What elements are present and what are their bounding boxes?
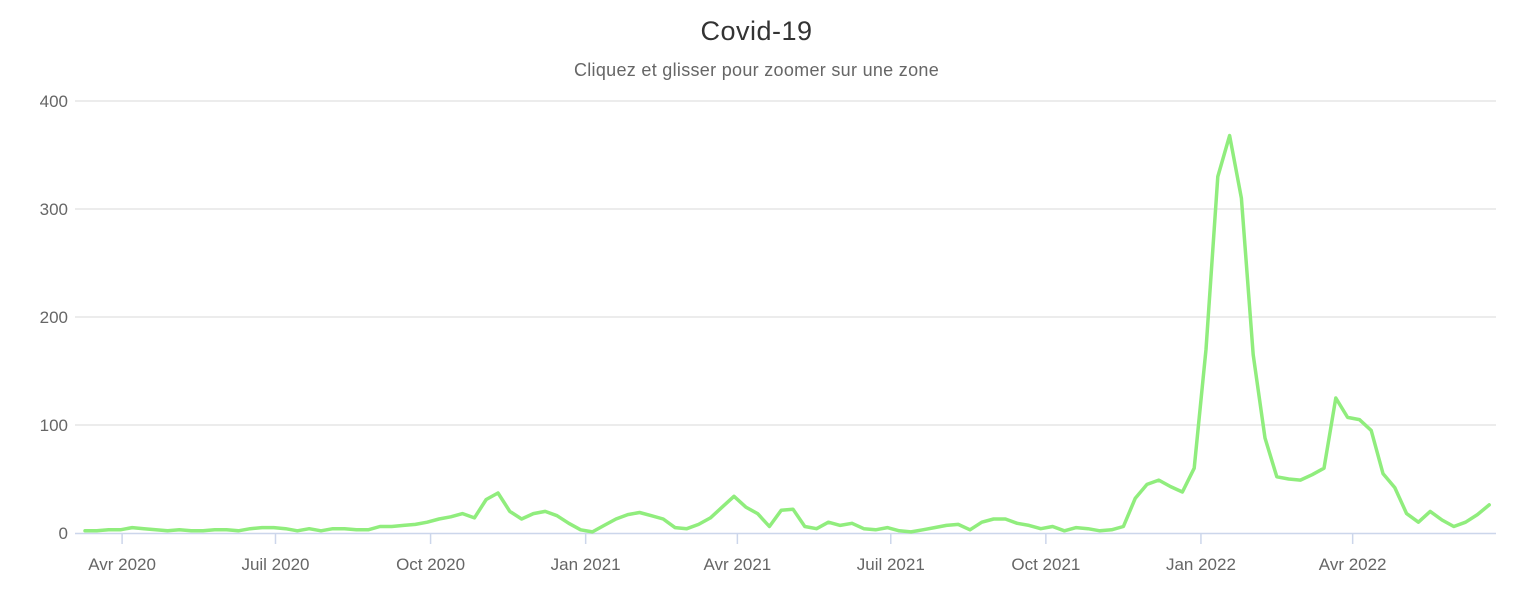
y-axis-tick-label: 400 xyxy=(40,92,68,111)
x-axis-tick-label: Jan 2022 xyxy=(1166,555,1236,574)
x-axis-tick-label: Avr 2022 xyxy=(1319,555,1387,574)
series-line xyxy=(83,133,1491,534)
x-axis-tick-label: Avr 2021 xyxy=(704,555,772,574)
chart-title: Covid-19 xyxy=(700,16,813,46)
x-axis-tick-label: Avr 2020 xyxy=(88,555,156,574)
x-axis-tick-label: Oct 2021 xyxy=(1011,555,1080,574)
chart-subtitle: Cliquez et glisser pour zoomer sur une z… xyxy=(573,60,940,80)
y-axis-tick-label: 100 xyxy=(40,416,68,435)
y-axis-tick-label: 0 xyxy=(59,524,68,543)
x-axis-tick-label: Jan 2021 xyxy=(551,555,621,574)
y-axis-tick-label: 300 xyxy=(40,200,68,219)
x-axis-tick-label: Juil 2021 xyxy=(857,555,925,574)
x-axis-tick-label: Oct 2020 xyxy=(396,555,465,574)
x-axis-tick-label: Juil 2020 xyxy=(241,555,309,574)
y-axis-tick-label: 200 xyxy=(40,308,68,327)
